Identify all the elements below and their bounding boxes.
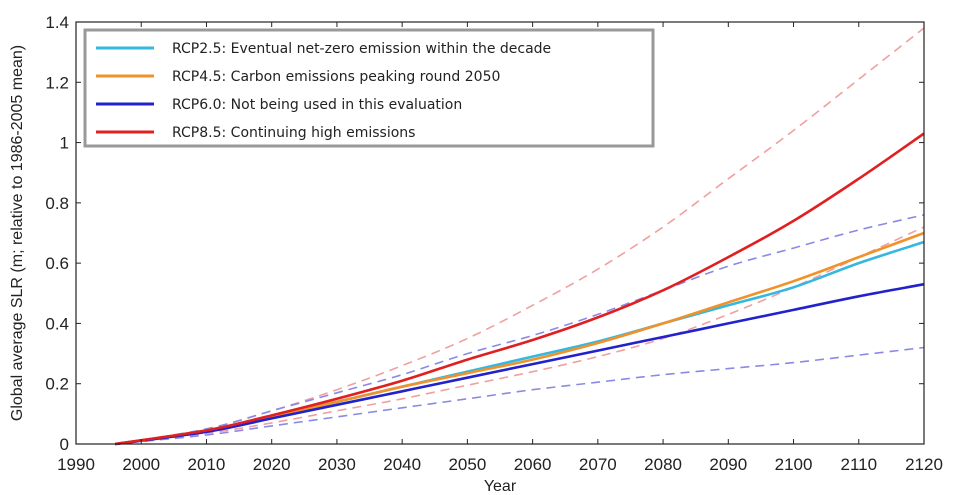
x-tick-label: 2050	[448, 455, 486, 474]
x-tick-label: 2070	[579, 455, 617, 474]
x-tick-label: 2040	[383, 455, 421, 474]
y-tick-label: 0	[60, 435, 69, 454]
x-tick-label: 2110	[840, 455, 877, 474]
y-tick-label: 0.6	[45, 254, 69, 273]
x-tick-label: 2120	[905, 455, 943, 474]
legend-label: RCP6.0: Not being used in this evaluatio…	[172, 97, 462, 113]
x-tick-label: 2080	[644, 455, 682, 474]
bound-line-1	[115, 226, 925, 445]
bound-line-3	[115, 346, 925, 445]
legend-box	[83, 28, 655, 148]
series-line-3	[114, 132, 925, 446]
series-line-2	[114, 282, 925, 446]
x-tick-label: 2020	[253, 455, 291, 474]
legend-label: RCP8.5: Continuing high emissions	[172, 125, 415, 141]
y-tick-label: 1.2	[45, 73, 69, 92]
x-tick-label: 2000	[122, 455, 160, 474]
plot-frame	[75, 21, 925, 445]
x-tick-label: 2100	[775, 455, 813, 474]
axis-ticks: 1990 2000 2010 2020 2030 2040 2050 2060 2070 2080…	[45, 13, 943, 474]
series-lines	[114, 132, 925, 446]
x-tick-label: 2030	[318, 455, 356, 474]
y-tick-label: 0.8	[45, 194, 69, 213]
y-tick-label: 0.2	[45, 375, 69, 394]
bound-line-0	[114, 27, 925, 445]
y-axis-title: Global average SLR (m; relative to 1986-…	[9, 45, 26, 421]
legend-label: RCP4.5: Carbon emissions peaking round 2…	[172, 69, 500, 85]
legend-label: RCP2.5: Eventual net-zero emission withi…	[172, 41, 551, 57]
legend: RCP2.5: Eventual net-zero emission withi…	[83, 28, 655, 148]
y-tick-label: 1.4	[45, 13, 69, 32]
x-tick-label: 2010	[188, 455, 226, 474]
x-tick-label: 2060	[514, 455, 552, 474]
y-tick-label: 0.4	[45, 314, 69, 333]
x-tick-label: 2090	[709, 455, 747, 474]
y-tick-label: 1	[60, 134, 69, 153]
x-axis-title: Year	[484, 478, 517, 495]
x-tick-label: 1990	[57, 455, 95, 474]
series-line-1	[114, 231, 925, 446]
bound-line-2	[114, 214, 925, 445]
